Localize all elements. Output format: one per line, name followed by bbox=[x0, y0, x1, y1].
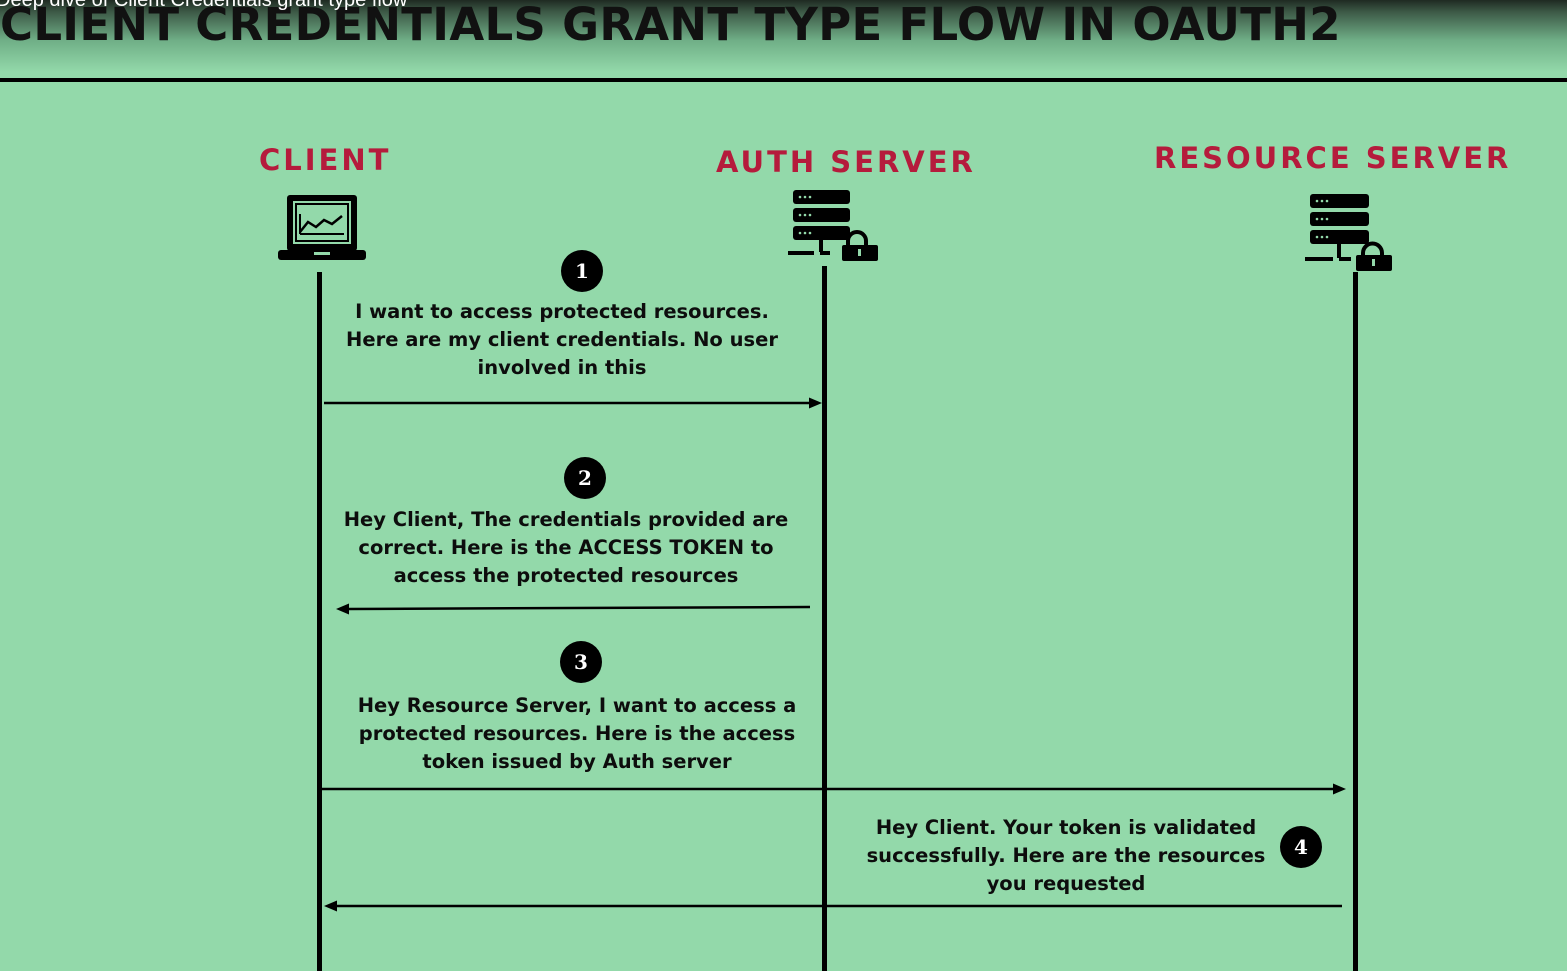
page-title: CLIENT CREDENTIALS GRANT TYPE FLOW IN OA… bbox=[0, 0, 1341, 51]
message-line: correct. Here is the ACCESS TOKEN to bbox=[358, 536, 774, 559]
lifeline-auth-server bbox=[822, 266, 827, 971]
message-line: Here are my client credentials. No user bbox=[346, 328, 778, 351]
message-step-3: Hey Resource Server, I want to access a … bbox=[342, 692, 812, 776]
actor-label-resource-server: RESOURCE SERVER bbox=[1154, 141, 1512, 175]
laptop-icon bbox=[278, 195, 366, 260]
step-badge-2: 2 bbox=[564, 457, 606, 499]
step-badge-4: 4 bbox=[1280, 826, 1322, 868]
message-line: token issued by Auth server bbox=[422, 750, 732, 773]
message-line: you requested bbox=[986, 872, 1146, 895]
arrow-step-4 bbox=[324, 900, 1342, 912]
lifeline-resource-server bbox=[1353, 272, 1358, 971]
video-title-overlay[interactable]: Deep dive of Client Credentials grant ty… bbox=[0, 0, 408, 11]
message-line: Hey Resource Server, I want to access a bbox=[357, 694, 797, 717]
step-badge-3: 3 bbox=[560, 641, 602, 683]
message-step-2: Hey Client, The credentials provided are… bbox=[336, 506, 796, 590]
title-divider bbox=[0, 78, 1567, 82]
arrow-step-3 bbox=[322, 783, 1346, 795]
message-line: access the protected resources bbox=[393, 564, 739, 587]
message-line: protected resources. Here is the access bbox=[358, 722, 796, 745]
message-line: I want to access protected resources. bbox=[355, 300, 769, 323]
message-line: successfully. Here are the resources bbox=[866, 844, 1266, 867]
actor-label-client: CLIENT bbox=[259, 143, 392, 177]
server-lock-icon bbox=[788, 190, 878, 261]
lifeline-client bbox=[317, 272, 322, 971]
arrow-step-1 bbox=[324, 397, 822, 409]
message-line: Hey Client. Your token is validated bbox=[875, 816, 1257, 839]
message-line: Hey Client, The credentials provided are bbox=[343, 508, 789, 531]
actor-label-auth-server: AUTH SERVER bbox=[716, 145, 976, 179]
server-lock-icon bbox=[1305, 194, 1392, 271]
step-badge-1: 1 bbox=[561, 250, 603, 292]
title-bar: CLIENT CREDENTIALS GRANT TYPE FLOW IN OA… bbox=[0, 0, 1567, 80]
arrow-step-2 bbox=[336, 603, 811, 615]
message-line: involved in this bbox=[477, 356, 647, 379]
message-step-1: I want to access protected resources. He… bbox=[337, 298, 787, 382]
message-step-4: Hey Client. Your token is validated succ… bbox=[851, 814, 1281, 898]
